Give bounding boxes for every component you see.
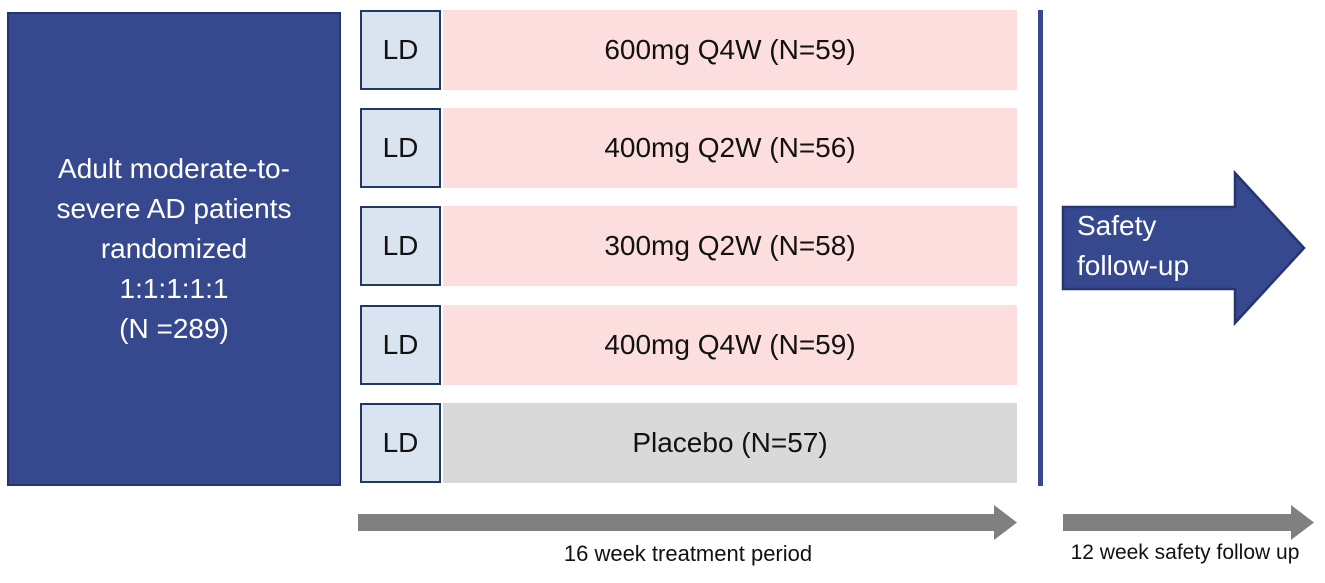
treatment-period-end-divider [1038,10,1043,486]
treatment-arm-row-400mg-q4w: LD 400mg Q4W (N=59) [360,305,1017,385]
loading-dose-label: LD [382,34,419,65]
randomization-n: (N =289) [119,313,229,344]
treatment-arm-label: 600mg Q4W (N=59) [604,34,856,65]
treatment-arm-label: 400mg Q2W (N=56) [604,132,856,163]
treatment-arm-label: 400mg Q4W (N=59) [604,329,856,360]
safety-follow-up-line: follow-up [1077,250,1190,281]
right-arrow-shape [1063,505,1314,540]
treatment-arm-row-400mg-q2w: LD 400mg Q2W (N=56) [360,108,1017,188]
treatment-period-timeline-arrow [358,505,1017,540]
treatment-arm-row-600mg-q4w: LD 600mg Q4W (N=59) [360,10,1017,90]
safety-follow-up-line: Safety [1077,210,1157,241]
treatment-arm-bar: 400mg Q2W (N=56) [443,108,1017,188]
randomization-box-text: Adult moderate-to- severe AD patients ra… [56,149,291,349]
safety-follow-up-label: Safety follow-up [1077,206,1189,286]
randomization-box: Adult moderate-to- severe AD patients ra… [7,12,341,486]
loading-dose-box: LD [360,10,441,90]
safety-follow-up-timeline-arrow [1063,505,1314,540]
safety-follow-up-period-label: 12 week safety follow up [1070,541,1300,564]
placebo-arm-bar: Placebo (N=57) [443,403,1017,483]
treatment-arm-bar: 300mg Q2W (N=58) [443,206,1017,286]
treatment-arm-bar: 400mg Q4W (N=59) [443,305,1017,385]
loading-dose-box: LD [360,108,441,188]
safety-follow-up-arrow [1061,170,1306,326]
right-arrow-shape [358,505,1017,540]
treatment-arm-label: Placebo (N=57) [632,427,828,458]
treatment-period-label: 16 week treatment period [563,541,813,566]
treatment-arm-row-placebo: LD Placebo (N=57) [360,403,1017,483]
right-arrow-shape [1061,170,1306,326]
loading-dose-label: LD [382,132,419,163]
randomization-ratio: 1:1:1:1:1 [119,273,229,304]
loading-dose-box: LD [360,305,441,385]
loading-dose-label: LD [382,230,419,261]
randomization-line: Adult moderate-to- [58,153,290,184]
loading-dose-label: LD [382,329,419,360]
treatment-arm-bar: 600mg Q4W (N=59) [443,10,1017,90]
loading-dose-box: LD [360,403,441,483]
loading-dose-box: LD [360,206,441,286]
treatment-arm-label: 300mg Q2W (N=58) [604,230,856,261]
randomization-line: severe AD patients [56,193,292,224]
loading-dose-label: LD [382,427,419,458]
treatment-arm-row-300mg-q2w: LD 300mg Q2W (N=58) [360,206,1017,286]
randomization-line: randomized [100,233,248,264]
